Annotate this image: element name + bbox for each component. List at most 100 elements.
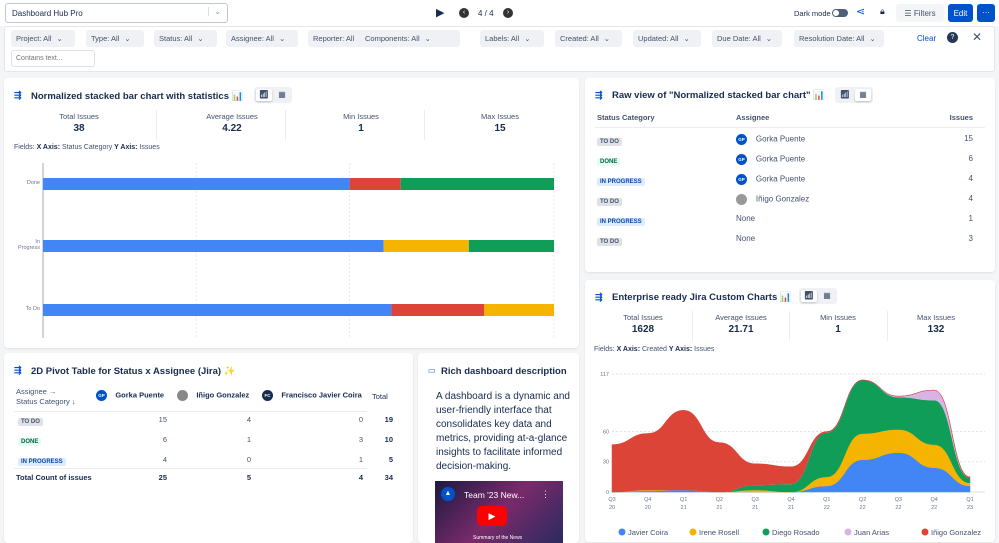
legend-marker bbox=[844, 528, 852, 536]
filter-chip-label: Type: All bbox=[91, 34, 120, 43]
stat-label: Min Issues bbox=[343, 112, 379, 121]
divider bbox=[155, 110, 157, 140]
table-row: TO DO bbox=[597, 236, 622, 246]
status-lozenge: IN PROGRESS bbox=[18, 458, 66, 466]
chart-view-icon[interactable]: 📶︎ bbox=[839, 90, 851, 99]
x-tick-label: Q1 21 bbox=[680, 497, 687, 511]
filter-chip[interactable]: Project: All ⌄ bbox=[11, 30, 75, 47]
filter-chip[interactable]: Resolution Date: All ⌄ bbox=[794, 30, 884, 47]
table-view-icon[interactable]: ▦ bbox=[855, 89, 871, 101]
filter-chip[interactable]: Created: All ⌄ bbox=[555, 30, 622, 47]
dashboard-select[interactable]: Dashboard Hub Pro ⌄ bbox=[5, 3, 228, 23]
chevron-down-icon: ⌄ bbox=[56, 34, 63, 43]
filter-chip[interactable]: Type: All ⌄ bbox=[86, 30, 144, 47]
lock-icon[interactable]: 🔒︎ bbox=[880, 6, 885, 16]
y-tick-label: In Progress bbox=[18, 239, 40, 251]
divider bbox=[423, 110, 425, 140]
legend-item: Irene Rosell bbox=[689, 528, 739, 537]
x-tick-label: Q1 23 bbox=[966, 497, 973, 511]
stat-label: Max Issues bbox=[481, 112, 519, 121]
pivot-row-total: 19 bbox=[384, 415, 393, 424]
table-row: IN PROGRESS bbox=[597, 216, 645, 226]
y-tick-label: To Do bbox=[26, 306, 40, 312]
dark-mode-toggle[interactable] bbox=[832, 9, 848, 17]
table-view-icon[interactable]: ▦ bbox=[278, 90, 286, 99]
assignee-name: Iñigo Gonzalez bbox=[755, 194, 810, 204]
stat: Total Issues 1628 bbox=[573, 313, 713, 335]
issues-cell: 4 bbox=[968, 174, 973, 183]
bar-segment bbox=[349, 178, 401, 190]
filter-chip[interactable]: Labels: All ⌄ bbox=[480, 30, 544, 47]
play-icon[interactable]: ▶ bbox=[436, 7, 445, 19]
bar-segment bbox=[43, 178, 350, 190]
pivot-grand-total: 34 bbox=[384, 473, 393, 482]
stat: Min Issues 1 bbox=[768, 313, 908, 335]
legend-label: Javier Coira bbox=[628, 528, 669, 537]
x-tick-label: Q4 21 bbox=[787, 497, 794, 511]
chevron-down-icon: ⌄ bbox=[603, 34, 611, 43]
chart-view-icon[interactable]: 📶︎ bbox=[801, 290, 817, 302]
pivot-cell: 0 bbox=[246, 455, 251, 464]
edit-button[interactable]: Edit bbox=[948, 4, 973, 22]
column-header[interactable]: Status Category bbox=[597, 113, 655, 122]
stat: Total Issues 38 bbox=[9, 112, 149, 134]
chevron-down-icon: ⌄ bbox=[869, 34, 876, 43]
chevron-down-icon: ⌄ bbox=[124, 34, 131, 43]
pivot-footer-label: Total Count of issues bbox=[16, 473, 92, 482]
x-tick-label: Q3 20 bbox=[608, 497, 615, 511]
table-view-icon[interactable]: ▦ bbox=[823, 291, 831, 300]
chevron-down-icon: ⌄ bbox=[278, 34, 286, 43]
filter-chip-label: Due Date: All bbox=[717, 34, 761, 43]
chevron-down-icon: ⌄ bbox=[683, 34, 690, 43]
previous-page-button[interactable]: ‹ bbox=[459, 8, 469, 18]
stat-label: Total Issues bbox=[623, 313, 663, 322]
stat-value: 15 bbox=[494, 123, 506, 134]
pivot-column-header: FC Francisco Javier Coira bbox=[262, 390, 362, 401]
contains-text-input[interactable] bbox=[11, 50, 95, 67]
stat: Min Issues 1 bbox=[291, 112, 431, 134]
close-icon[interactable]: ✕ bbox=[972, 30, 983, 44]
filter-chip[interactable]: Status: All ⌄ bbox=[154, 30, 217, 47]
filter-chip-label: Labels: All bbox=[485, 34, 520, 43]
help-icon[interactable]: ? bbox=[947, 32, 958, 43]
more-button[interactable]: ··· bbox=[977, 4, 995, 22]
column-header[interactable]: Issues bbox=[949, 113, 973, 122]
pivot-footer-cell: 4 bbox=[358, 473, 363, 482]
next-page-button[interactable]: › bbox=[503, 8, 513, 18]
youtube-play-icon[interactable]: ▶ bbox=[477, 506, 507, 526]
legend-label: Irene Rosell bbox=[699, 528, 739, 537]
x-tick-label: Q3 22 bbox=[895, 497, 902, 511]
filter-chip[interactable]: Due Date: All ⌄ bbox=[712, 30, 782, 47]
divider bbox=[595, 127, 985, 128]
status-lozenge: TO DO bbox=[18, 418, 43, 426]
panel-title: Raw view of "Normalized stacked bar char… bbox=[612, 90, 826, 101]
video-menu-icon[interactable]: ⋮ bbox=[541, 489, 550, 499]
filter-chip[interactable]: Updated: All ⌄ bbox=[633, 30, 701, 47]
assignee-name: None bbox=[736, 214, 756, 223]
chevron-down-icon: ⌄ bbox=[424, 34, 431, 43]
share-icon[interactable]: ⋖ bbox=[856, 6, 866, 18]
divider bbox=[14, 468, 367, 469]
stat: Max Issues 132 bbox=[866, 313, 999, 335]
y-tick-label: 0 bbox=[606, 490, 609, 496]
filter-chip-label: Assignee: All bbox=[231, 34, 274, 43]
issues-cell: 6 bbox=[968, 154, 973, 163]
chart-view-icon[interactable]: 📶︎ bbox=[256, 89, 272, 101]
chevron-down-icon: ⌄ bbox=[765, 34, 773, 43]
assignee-cell: GP Gorka Puente bbox=[736, 174, 805, 185]
video-embed[interactable]: ▲ Team '23 New... ⋮ ▶ Summary of the New… bbox=[435, 481, 563, 543]
video-title: Team '23 New... bbox=[464, 490, 525, 500]
filters-button[interactable]: ☰ Filters bbox=[896, 4, 944, 22]
pivot-total-header: Total bbox=[372, 392, 388, 401]
top-bar: Dashboard Hub Pro ⌄ ▶ ‹ 4 / 4 › Dark mode… bbox=[0, 0, 999, 26]
chevron-down-icon: ⌄ bbox=[197, 34, 204, 43]
area-series bbox=[611, 379, 971, 493]
clear-filters-link[interactable]: Clear bbox=[917, 34, 937, 43]
column-header[interactable]: Assignee bbox=[736, 113, 770, 122]
fields-label: Fields: X Axis: Created Y Axis: Issues bbox=[594, 346, 715, 353]
filter-chip[interactable]: Assignee: All ⌄ bbox=[226, 30, 298, 47]
avatar: GP bbox=[736, 154, 747, 165]
bar-segment bbox=[468, 240, 554, 252]
stat: Max Issues 15 bbox=[430, 112, 570, 134]
filter-chip[interactable]: Components: All ⌄ bbox=[360, 30, 460, 47]
